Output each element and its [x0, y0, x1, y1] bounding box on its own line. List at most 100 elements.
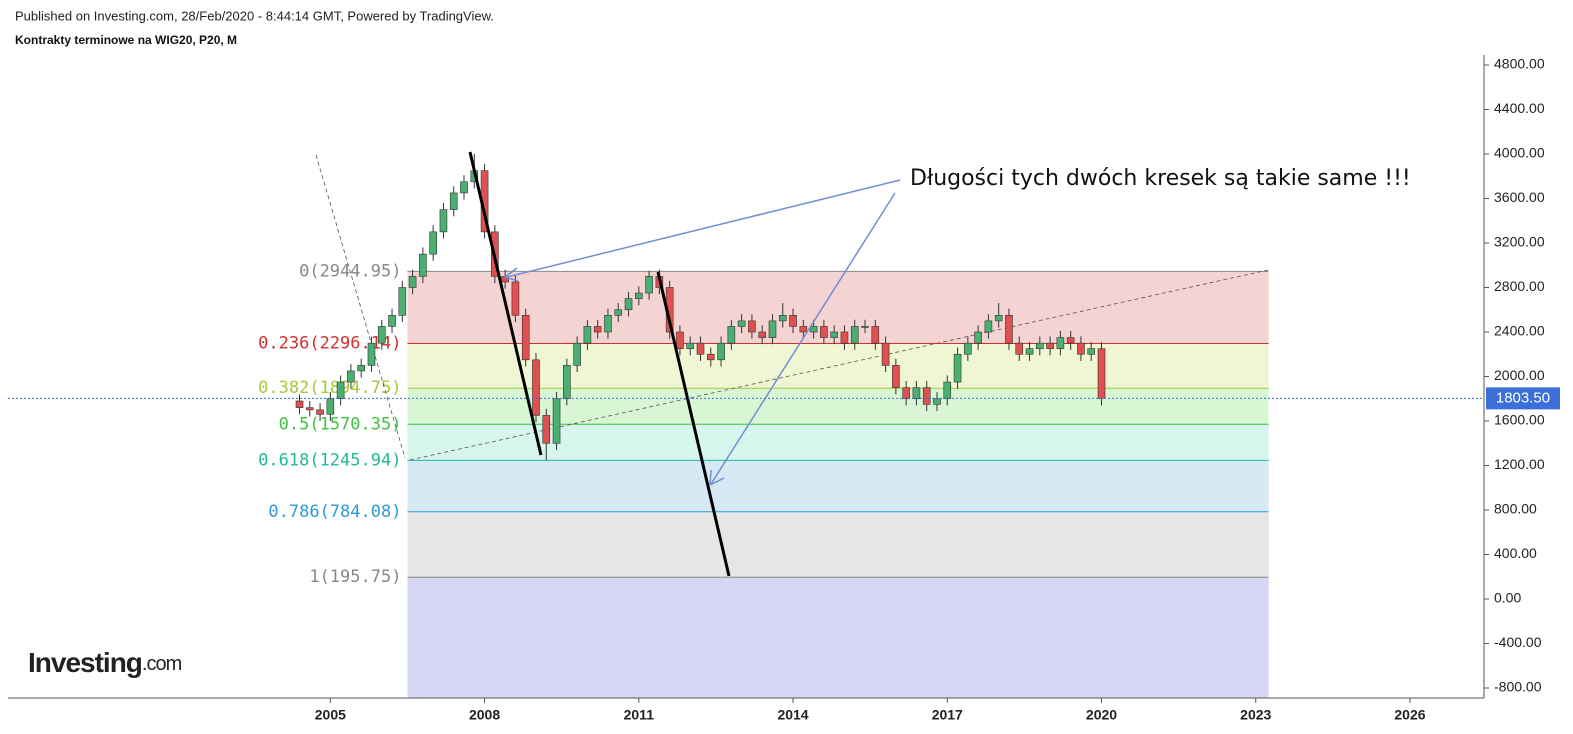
- published-note: Published on Investing.com, 28/Feb/2020 …: [15, 8, 494, 23]
- candle-body: [892, 365, 900, 388]
- candle-body: [367, 342, 376, 366]
- current-price-label: 1803.50: [1496, 389, 1550, 406]
- y-tick-label: 400.00: [1494, 545, 1537, 561]
- candle-body: [820, 326, 828, 338]
- x-tick-label: 2017: [932, 707, 963, 723]
- candle-body: [1025, 348, 1034, 355]
- candle-body: [748, 320, 756, 333]
- candle-body: [388, 315, 396, 327]
- candle-body: [768, 320, 777, 338]
- logo-suffix: .com: [142, 653, 182, 675]
- candle-body: [419, 253, 427, 277]
- candle-body: [357, 365, 365, 372]
- candle-body: [778, 315, 787, 322]
- candle-body: [809, 326, 818, 333]
- arrow: [506, 179, 901, 278]
- candle-body: [717, 342, 725, 361]
- y-tick-label: 4400.00: [1494, 100, 1545, 116]
- candle-body: [984, 320, 993, 333]
- y-tick-label: -400.00: [1494, 634, 1542, 650]
- candle-body: [1005, 315, 1013, 344]
- candle-body: [326, 398, 335, 415]
- x-tick-label: 2023: [1240, 707, 1271, 723]
- annotation: Długości tych dwóch kresek są takie same…: [910, 166, 1411, 191]
- fib-band: [407, 460, 1269, 512]
- black-line: [656, 271, 731, 577]
- candle-body: [614, 309, 623, 316]
- candle-body: [902, 387, 910, 400]
- y-tick-label: 1600.00: [1494, 412, 1545, 428]
- y-tick-label: 4800.00: [1494, 56, 1545, 72]
- candle-body: [521, 315, 530, 361]
- candle-body: [974, 331, 982, 344]
- candle-body: [840, 331, 849, 344]
- y-tick-label: 2000.00: [1494, 367, 1545, 383]
- candle-body: [943, 381, 952, 400]
- arrow-head: [503, 267, 519, 282]
- candle-body: [676, 331, 684, 349]
- candle-body: [737, 320, 746, 327]
- candle-body: [439, 209, 448, 233]
- candle-body: [850, 326, 859, 344]
- candle-body: [789, 315, 797, 327]
- fib-label: 0.786(784.08): [268, 502, 401, 522]
- candle-body: [994, 315, 1003, 322]
- candle-body: [542, 415, 551, 444]
- candle-body: [830, 331, 838, 338]
- x-tick-label: 2005: [315, 707, 346, 723]
- candle-body: [1046, 342, 1054, 349]
- arrow-head: [709, 469, 725, 487]
- fib-label: 1(195.75): [309, 567, 401, 587]
- y-tick-label: 2400.00: [1494, 323, 1545, 339]
- candle-body: [316, 409, 324, 415]
- candle-body: [604, 315, 612, 333]
- candle-body: [511, 281, 520, 316]
- fib-label: 0.236(2296.14): [258, 334, 401, 354]
- candle-body: [563, 365, 571, 400]
- candle-body: [532, 359, 540, 416]
- candle-body: [624, 298, 633, 311]
- logo: Investing.com: [28, 647, 182, 678]
- fib-band: [407, 511, 1269, 578]
- candle-body: [1036, 342, 1044, 349]
- candle-body: [408, 276, 417, 288]
- arrow: [710, 192, 896, 485]
- fib-label: 0.5(1570.35): [279, 414, 402, 434]
- candle-body: [305, 407, 314, 411]
- candle-body: [861, 326, 869, 328]
- fib-band: [407, 343, 1269, 389]
- candle-body: [429, 231, 437, 255]
- instrument-title: Kontrakty terminowe na WIG20, P20, M: [15, 33, 237, 47]
- y-tick-label: 3600.00: [1494, 189, 1545, 205]
- candle-body: [696, 342, 705, 355]
- candle-body: [347, 370, 355, 383]
- x-tick-label: 2020: [1086, 707, 1117, 723]
- candle-body: [933, 398, 941, 405]
- candle-body: [953, 353, 962, 383]
- candle-body: [573, 342, 581, 366]
- fib-band: [407, 577, 1269, 698]
- y-tick-label: 3200.00: [1494, 234, 1545, 250]
- candle-body: [552, 398, 561, 444]
- x-tick-label: 2026: [1394, 707, 1425, 723]
- candle-body: [922, 387, 931, 405]
- y-tick-label: 800.00: [1494, 501, 1537, 517]
- candle-body: [758, 331, 766, 338]
- fib-label: 0.618(1245.94): [258, 450, 401, 470]
- candle-body: [1087, 348, 1096, 355]
- candle-body: [1056, 337, 1065, 349]
- fib-group: 0(2944.95)0.236(2296.14)0.382(1894.75)0.…: [258, 261, 1269, 698]
- x-tick-label: 2011: [624, 707, 655, 723]
- candle-body: [799, 326, 808, 333]
- black-line: [468, 151, 543, 456]
- candle-body: [583, 326, 592, 344]
- candle-body: [1097, 348, 1106, 399]
- candle-body: [645, 276, 653, 294]
- candle-body: [686, 342, 695, 349]
- y-tick-label: 1200.00: [1494, 456, 1545, 472]
- y-tick-label: -800.00: [1494, 679, 1542, 695]
- candle-body: [398, 287, 407, 316]
- candle-body: [871, 326, 880, 344]
